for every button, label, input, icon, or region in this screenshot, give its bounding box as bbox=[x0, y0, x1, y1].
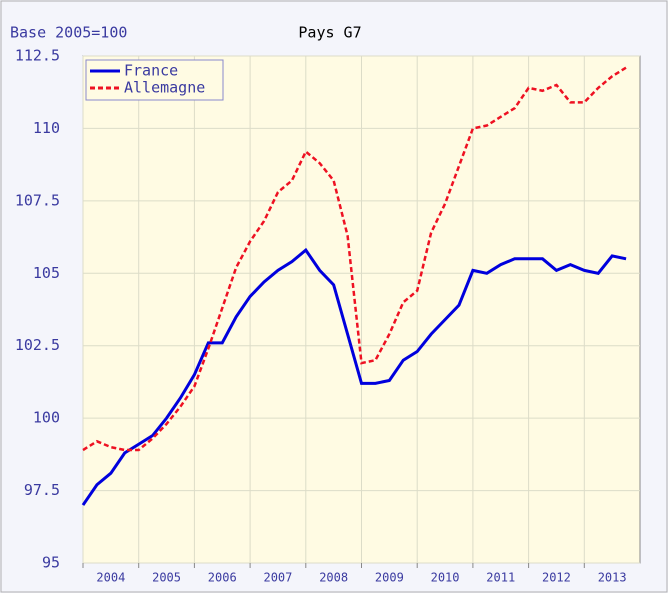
series-line bbox=[82, 66, 627, 452]
series-line bbox=[81, 247, 627, 506]
x-tick-label: 2011 bbox=[486, 571, 515, 585]
legend-label: Allemagne bbox=[124, 79, 205, 97]
legend-box bbox=[85, 59, 224, 101]
x-tick-label: 2007 bbox=[263, 571, 292, 585]
y-tick-label: 100 bbox=[33, 409, 60, 427]
y-tick-label: 112.5 bbox=[15, 47, 60, 65]
x-tick-label: 2008 bbox=[319, 571, 348, 585]
y-tick-label: 97.5 bbox=[24, 481, 60, 499]
x-tick-label: 2010 bbox=[431, 571, 460, 585]
x-tick-label: 2012 bbox=[542, 571, 571, 585]
y-tick-label: 102.5 bbox=[15, 336, 60, 354]
y-tick-label: 95 bbox=[42, 554, 60, 572]
chart-title: Pays G7 bbox=[298, 24, 361, 42]
y-tick-label: 105 bbox=[33, 264, 60, 282]
x-tick-label: 2013 bbox=[598, 571, 627, 585]
x-tick-label: 2009 bbox=[375, 571, 404, 585]
legend-label: France bbox=[124, 62, 178, 80]
chart-subtitle: Base 2005=100 bbox=[10, 24, 127, 42]
x-tick-label: 2005 bbox=[152, 571, 181, 585]
x-tick-label: 2006 bbox=[208, 571, 237, 585]
y-tick-label: 110 bbox=[33, 119, 60, 137]
x-tick-label: 2004 bbox=[96, 571, 125, 585]
y-tick-label: 107.5 bbox=[15, 191, 60, 209]
